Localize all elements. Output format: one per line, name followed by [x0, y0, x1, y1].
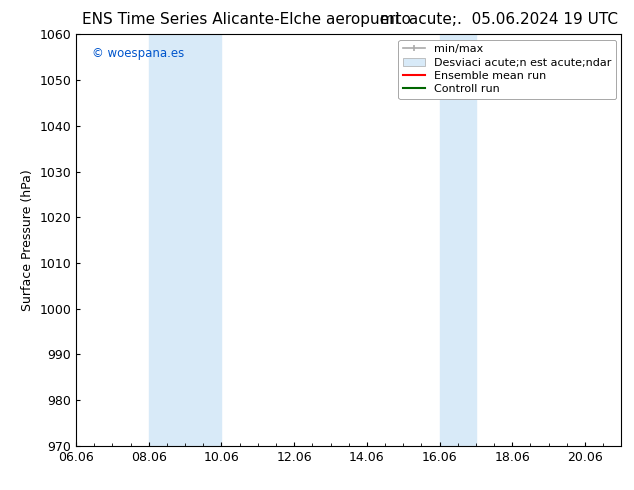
Bar: [149, 34, 221, 446]
Text: © woespana.es: © woespana.es: [93, 47, 184, 60]
Y-axis label: Surface Pressure (hPa): Surface Pressure (hPa): [21, 169, 34, 311]
Legend: min/max, Desviaci acute;n est acute;ndar, Ensemble mean run, Controll run: min/max, Desviaci acute;n est acute;ndar…: [398, 40, 616, 99]
Text: mi  acute;.  05.06.2024 19 UTC: mi acute;. 05.06.2024 19 UTC: [380, 12, 618, 27]
Text: ENS Time Series Alicante-Elche aeropuerto: ENS Time Series Alicante-Elche aeropuert…: [82, 12, 411, 27]
Bar: [439, 34, 476, 446]
